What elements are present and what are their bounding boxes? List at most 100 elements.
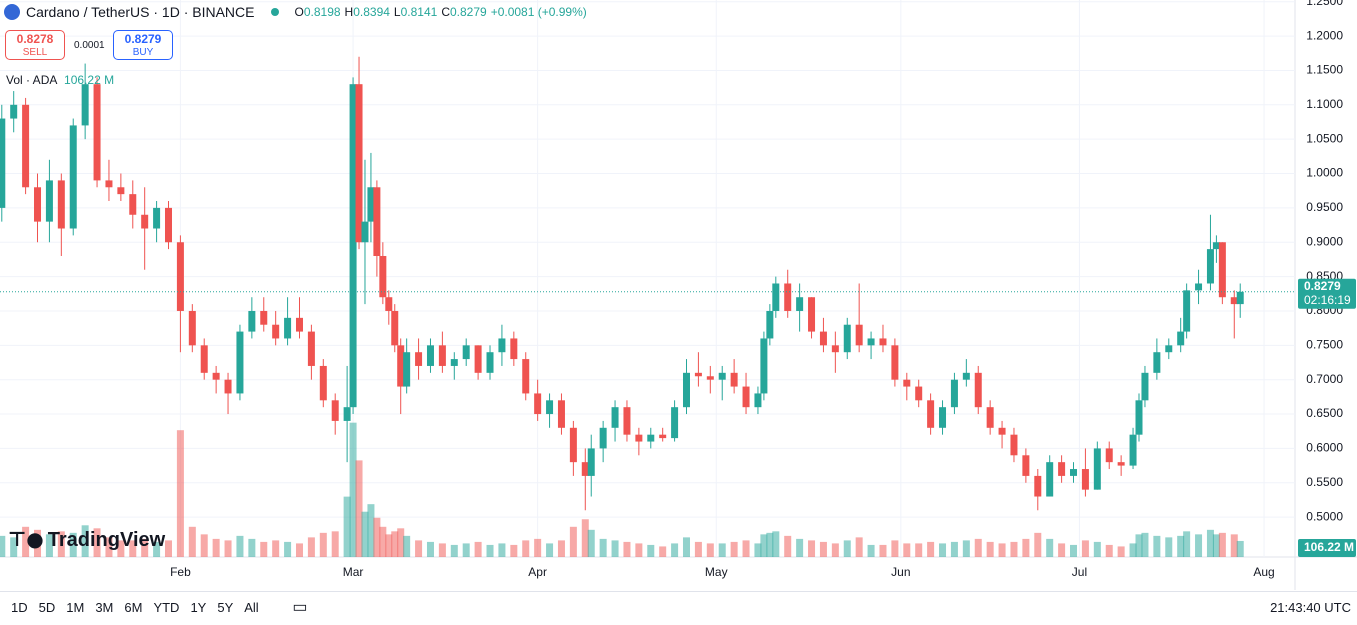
range-button[interactable]: 3M bbox=[95, 600, 114, 615]
volume-bar bbox=[426, 541, 434, 557]
candle-body bbox=[486, 352, 494, 373]
logo-text: TradingView bbox=[47, 529, 166, 551]
buy-button[interactable]: 0.8279 BUY bbox=[113, 30, 173, 60]
volume-bar bbox=[284, 541, 292, 557]
candle-body bbox=[760, 338, 768, 394]
range-button[interactable]: All bbox=[244, 600, 259, 615]
x-tick-label: Feb bbox=[170, 565, 191, 579]
volume-bar bbox=[611, 540, 619, 557]
sell-price: 0.8278 bbox=[16, 32, 54, 46]
volume-bar bbox=[349, 422, 357, 557]
candle-body bbox=[730, 372, 738, 387]
range-button[interactable]: 1M bbox=[66, 600, 85, 615]
volume-bar bbox=[164, 540, 172, 557]
ohlc-key: C bbox=[441, 5, 450, 19]
candle-body bbox=[248, 310, 256, 332]
volume-bar bbox=[397, 528, 405, 557]
range-button[interactable]: YTD bbox=[153, 600, 180, 615]
candle-body bbox=[141, 214, 149, 229]
volume-bar bbox=[534, 538, 542, 557]
candle-body bbox=[34, 187, 42, 222]
volume-bar bbox=[403, 535, 411, 557]
volume-legend-value: 106.22 M bbox=[64, 73, 115, 87]
candle-body bbox=[766, 310, 774, 339]
candle-body bbox=[1058, 462, 1066, 476]
candle-body bbox=[623, 407, 631, 435]
volume-bar bbox=[891, 540, 899, 557]
volume-bar bbox=[867, 544, 875, 557]
volume-bar bbox=[1129, 543, 1137, 557]
candle-body bbox=[45, 180, 53, 222]
volume-bar bbox=[1236, 540, 1244, 557]
volume-bar bbox=[1206, 529, 1214, 557]
volume-bar bbox=[153, 541, 161, 557]
volume-bar bbox=[557, 540, 565, 557]
candle-body bbox=[587, 448, 595, 476]
volume-bar bbox=[671, 543, 679, 557]
volume-bar bbox=[343, 496, 351, 557]
volume-bar bbox=[1212, 534, 1220, 557]
candle-body bbox=[1165, 345, 1173, 353]
chart-canvas: 0.50000.55000.60000.65000.70000.75000.80… bbox=[0, 0, 1357, 590]
symbol-icon bbox=[4, 4, 20, 20]
candle-body bbox=[534, 393, 542, 415]
volume-bar bbox=[939, 543, 947, 557]
volume-bar bbox=[587, 529, 595, 557]
volume-bar bbox=[1165, 537, 1173, 557]
volume-bar bbox=[950, 541, 958, 557]
candle-body bbox=[754, 393, 762, 408]
volume-bar bbox=[438, 543, 446, 557]
volume-bar bbox=[236, 535, 244, 557]
volume-bar bbox=[498, 543, 506, 557]
volume-bar bbox=[706, 543, 714, 557]
volume-bar bbox=[831, 543, 839, 557]
sell-button[interactable]: 0.8278 SELL bbox=[5, 30, 65, 60]
volume-bar bbox=[22, 526, 30, 557]
logo-mark: ⊤● bbox=[8, 527, 44, 551]
candle-body bbox=[831, 345, 839, 353]
date-range-icon[interactable]: ▭ bbox=[292, 599, 308, 616]
y-tick-label: 0.7500 bbox=[1306, 338, 1343, 352]
y-tick-label: 1.0000 bbox=[1306, 166, 1343, 180]
x-tick-label: Aug bbox=[1253, 565, 1274, 579]
volume-bar bbox=[855, 537, 863, 557]
volume-bar bbox=[546, 543, 554, 557]
volume-bar bbox=[474, 541, 482, 557]
candle-body bbox=[391, 310, 399, 346]
range-button[interactable]: 6M bbox=[124, 600, 143, 615]
buy-label: BUY bbox=[132, 47, 154, 58]
volume-bar bbox=[682, 537, 690, 557]
y-tick-label: 0.6500 bbox=[1306, 406, 1343, 420]
volume-bar bbox=[307, 537, 315, 557]
candle-body bbox=[498, 338, 506, 353]
ohlc-value: 0.8279 bbox=[449, 5, 487, 19]
candle-body bbox=[307, 331, 315, 366]
candle-body bbox=[939, 407, 947, 428]
range-button[interactable]: 1Y bbox=[190, 600, 207, 615]
volume-bar bbox=[623, 541, 631, 557]
candle-body bbox=[57, 180, 65, 229]
candle-body bbox=[81, 84, 89, 126]
candle-body bbox=[1206, 249, 1214, 284]
volume-bar bbox=[635, 543, 643, 557]
volume-bar bbox=[117, 540, 125, 557]
range-button[interactable]: 5D bbox=[38, 600, 56, 615]
range-button[interactable]: 1D bbox=[11, 600, 28, 615]
candle-body bbox=[1230, 297, 1238, 305]
volume-bar bbox=[141, 538, 149, 557]
candle-body bbox=[355, 84, 363, 243]
y-tick-label: 1.0500 bbox=[1306, 131, 1343, 145]
candle-body bbox=[260, 310, 268, 325]
volume-bar bbox=[522, 540, 530, 557]
candle-body bbox=[343, 407, 351, 421]
candle-body bbox=[635, 434, 643, 442]
range-button[interactable]: 5Y bbox=[217, 600, 234, 615]
candle-body bbox=[164, 207, 172, 243]
volume-bar bbox=[808, 540, 816, 557]
candle-body bbox=[379, 255, 387, 298]
volume-bar bbox=[462, 543, 470, 557]
candle-body bbox=[950, 379, 958, 408]
candle-body bbox=[105, 180, 113, 188]
candle-body bbox=[397, 345, 405, 387]
y-tick-label: 0.9500 bbox=[1306, 200, 1343, 214]
